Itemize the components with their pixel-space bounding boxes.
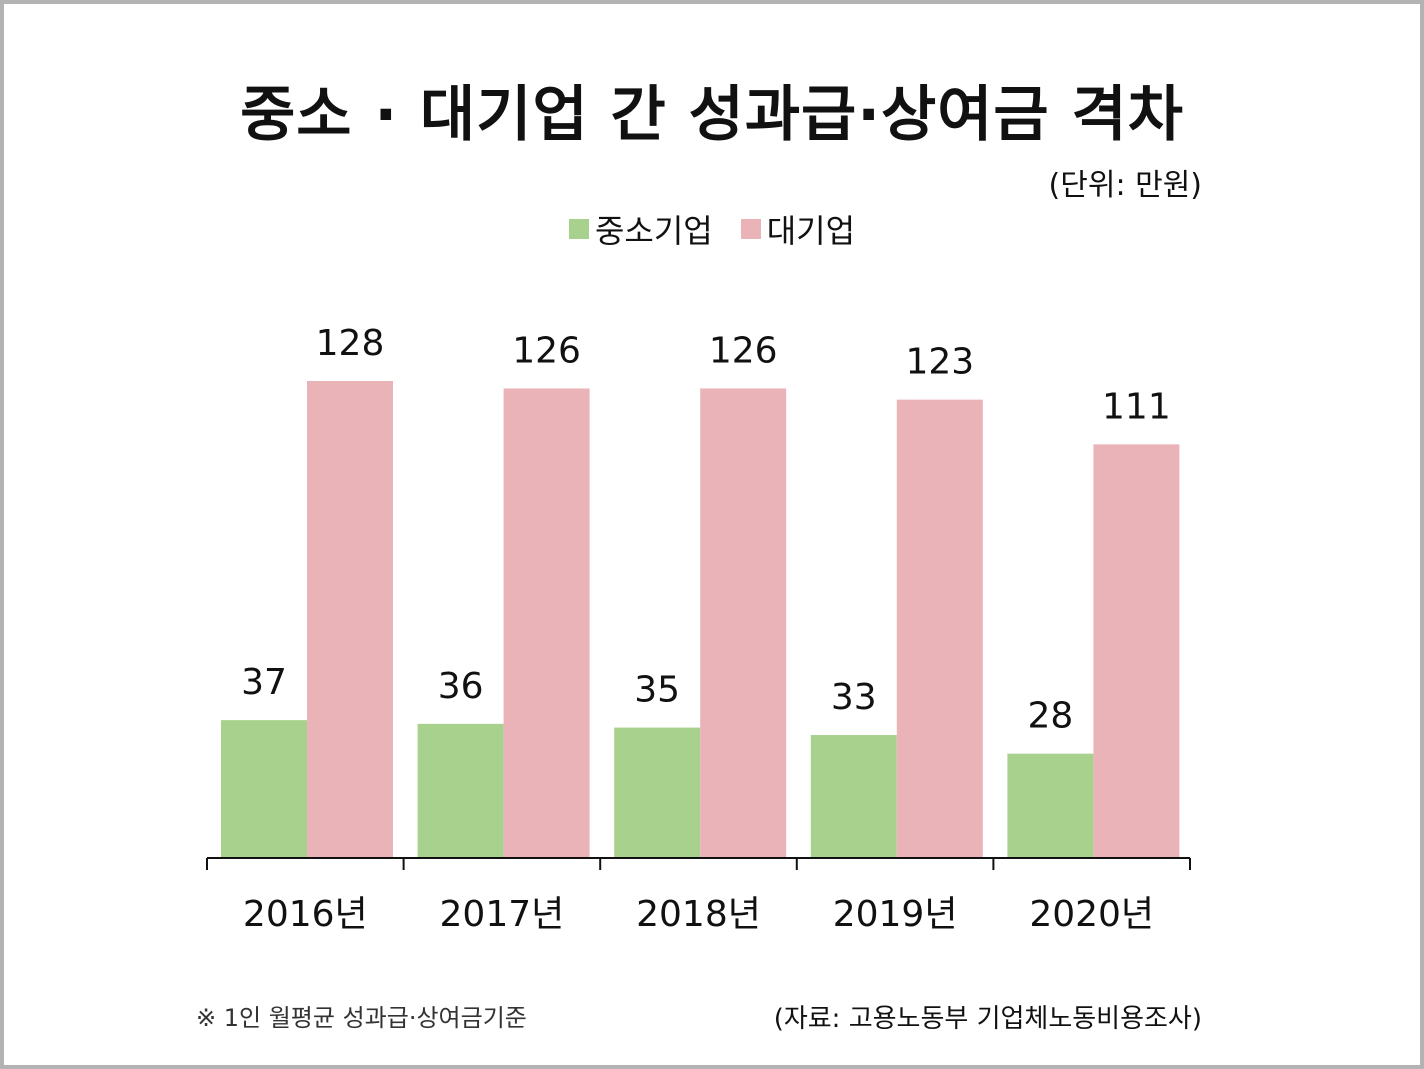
value-label-large-1: 126 [512, 330, 581, 371]
source-note: (자료: 고용노동부 기업체노동비용조사) [773, 1004, 1202, 1034]
value-label-large-3: 123 [905, 342, 974, 383]
legend-item-sme: 중소기업 [568, 206, 713, 252]
legend: 중소기업 대기업 [0, 206, 1424, 252]
chart-title: 중소 · 대기업 간 성과급·상여금 격차 [240, 80, 1184, 150]
legend-label-sme: 중소기업 [594, 212, 713, 250]
bar-large-0 [307, 381, 393, 858]
x-tick-label-2: 2018년 [636, 894, 761, 935]
footnote: ※ 1인 월평균 성과급·상여금기준 [196, 1004, 527, 1032]
x-tick-label-0: 2016년 [243, 894, 368, 935]
unit-note: (단위: 만원) [1048, 168, 1202, 203]
bar-large-1 [503, 388, 590, 858]
bar-sme-3 [810, 735, 897, 858]
value-label-sme-4: 28 [1027, 696, 1073, 737]
legend-swatch-sme [568, 219, 589, 239]
bar-sme-1 [417, 723, 504, 858]
value-label-large-0: 128 [316, 323, 385, 364]
bar-sme-2 [614, 727, 701, 858]
x-tick-label-3: 2019년 [833, 894, 958, 935]
value-label-sme-1: 36 [438, 666, 484, 707]
x-tick-label-4: 2020년 [1029, 894, 1154, 935]
bar-large-2 [700, 388, 787, 858]
legend-swatch-large [740, 219, 761, 239]
value-label-sme-2: 35 [634, 670, 680, 711]
value-label-sme-3: 33 [831, 677, 877, 718]
value-label-large-4: 111 [1102, 386, 1171, 427]
bar-sme-0 [221, 720, 307, 858]
x-tick-label-1: 2017년 [440, 894, 565, 935]
value-label-large-2: 126 [709, 330, 778, 371]
bar-sme-4 [1007, 753, 1094, 858]
legend-item-large: 대기업 [740, 206, 856, 252]
value-label-sme-0: 37 [241, 662, 287, 703]
bar-large-3 [896, 399, 983, 858]
legend-label-large: 대기업 [766, 212, 856, 250]
bar-large-4 [1093, 444, 1180, 858]
